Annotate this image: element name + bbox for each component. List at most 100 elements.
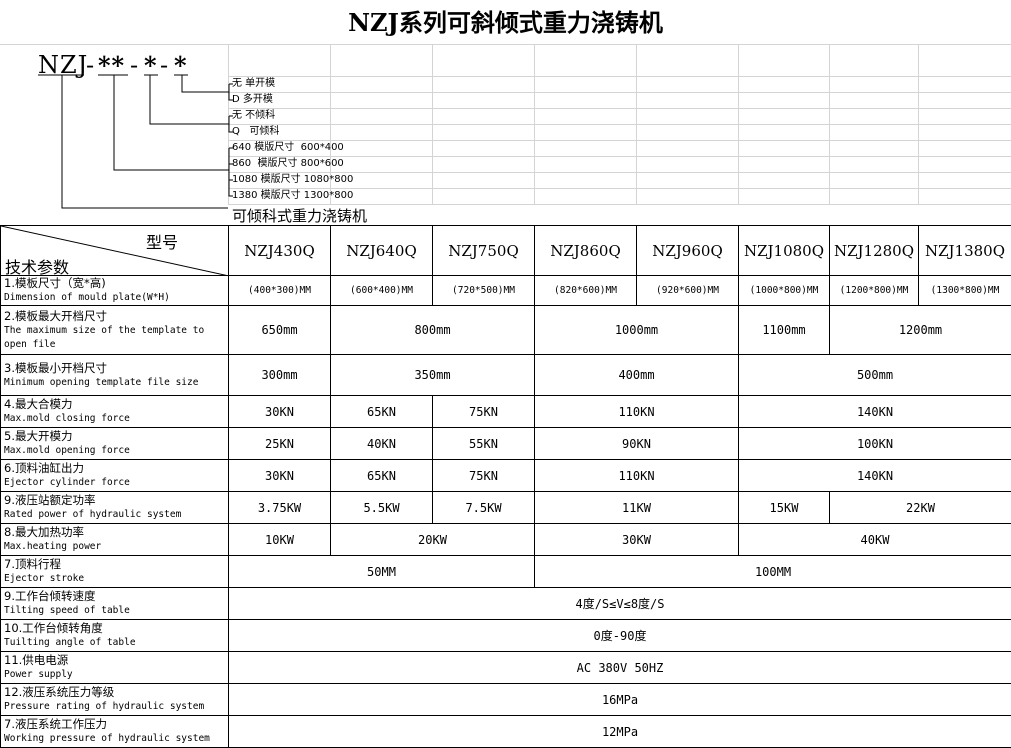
spec-value: 50MM [229, 556, 535, 588]
param-name-cn: 9.液压站额定功率 [4, 493, 228, 508]
document-title: NZJ系列可斜倾式重力浇铸机 [0, 0, 1011, 45]
spec-value: (920*600)MM [637, 276, 739, 306]
param-name-cn: 2.模板最大开档尺寸 [4, 309, 228, 324]
gridline [228, 124, 1011, 125]
spec-value: AC 380V 50HZ [229, 652, 1011, 684]
spec-value: 16MPa [229, 684, 1011, 716]
param-name-en: Working pressure of hydraulic system [4, 732, 228, 746]
param-name-en: Max.heating power [4, 540, 228, 554]
corner-param-label: 技术参数 [5, 254, 69, 276]
spec-value: 4度/S≤V≤8度/S [229, 588, 1011, 620]
spec-value: (400*300)MM [229, 276, 331, 306]
legend-option: 无 单开模 [232, 76, 275, 92]
spec-value: 12MPa [229, 716, 1011, 748]
model-header: NZJ640Q [331, 226, 433, 276]
param-name-en: The maximum size of the template to open… [4, 324, 228, 352]
spec-value: 65KN [331, 396, 433, 428]
spec-value: (1300*800)MM [919, 276, 1011, 306]
gridline [738, 45, 739, 205]
model-header: NZJ1380Q [919, 226, 1011, 276]
spec-value: 500mm [739, 355, 1011, 396]
spec-value: 30KN [229, 460, 331, 492]
spec-value: 65KN [331, 460, 433, 492]
spec-value: (600*400)MM [331, 276, 433, 306]
model-header: NZJ430Q [229, 226, 331, 276]
param-label: 1.模板尺寸（宽*高)Dimension of mould plate(W*H) [1, 276, 229, 306]
param-name-en: Tuilting angle of table [4, 636, 228, 650]
model-header: NZJ750Q [433, 226, 535, 276]
param-name-cn: 1.模板尺寸（宽*高) [4, 276, 228, 291]
param-name-en: Ejector cylinder force [4, 476, 228, 490]
param-name-cn: 11.供电电源 [4, 653, 228, 668]
param-name-cn: 9.工作台倾转速度 [4, 589, 228, 604]
spec-value: 650mm [229, 306, 331, 355]
legend-option: 860 模版尺寸 800*600 [232, 156, 344, 172]
spec-value: 1000mm [535, 306, 739, 355]
spec-value: 90KN [535, 428, 739, 460]
gridline [228, 156, 1011, 157]
model-header: NZJ860Q [535, 226, 637, 276]
param-name-en: Pressure rating of hydraulic system [4, 700, 228, 714]
spec-value: 11KW [535, 492, 739, 524]
spec-value: 350mm [331, 355, 535, 396]
spec-value: 100MM [535, 556, 1011, 588]
corner-model-label: 型号 [146, 229, 178, 253]
corner-cell: 型号 技术参数 [1, 226, 229, 276]
param-name-en: Minimum opening template file size [4, 376, 228, 390]
param-name-en: Dimension of mould plate(W*H) [4, 291, 228, 305]
gridline [829, 45, 830, 205]
model-header: NZJ960Q [637, 226, 739, 276]
spec-value: 0度-90度 [229, 620, 1011, 652]
legend-option: 1080 模版尺寸 1080*800 [232, 172, 353, 188]
param-name-cn: 4.最大合模力 [4, 397, 228, 412]
param-name-cn: 3.模板最小开档尺寸 [4, 361, 228, 376]
param-name-en: Power supply [4, 668, 228, 682]
model-header: NZJ1080Q [739, 226, 830, 276]
gridline [228, 140, 1011, 141]
spec-value: (820*600)MM [535, 276, 637, 306]
param-name-en: Rated power of hydraulic system [4, 508, 228, 522]
spec-value: 140KN [739, 460, 1011, 492]
spec-value: 15KW [739, 492, 830, 524]
legend-option: 无 不倾科 [232, 108, 275, 124]
spec-value: (720*500)MM [433, 276, 535, 306]
legend-option: 1380 模版尺寸 1300*800 [232, 188, 353, 204]
spec-value: 3.75KW [229, 492, 331, 524]
param-name-en: Max.mold closing force [4, 412, 228, 426]
spec-value: 75KN [433, 460, 535, 492]
spec-value: 110KN [535, 460, 739, 492]
spec-value: 30KW [535, 524, 739, 556]
gridline [228, 92, 1011, 93]
param-name-cn: 8.最大加热功率 [4, 525, 228, 540]
param-name-en: Ejector stroke [4, 572, 228, 586]
legend-option: D 多开模 [232, 92, 273, 108]
param-name-cn: 12.液压系统压力等级 [4, 685, 228, 700]
base-machine-label: 可倾科式重力浇铸机 [232, 205, 367, 226]
spec-value: 20KW [331, 524, 535, 556]
legend-connector-lines [0, 45, 260, 225]
spec-value: 1100mm [739, 306, 830, 355]
